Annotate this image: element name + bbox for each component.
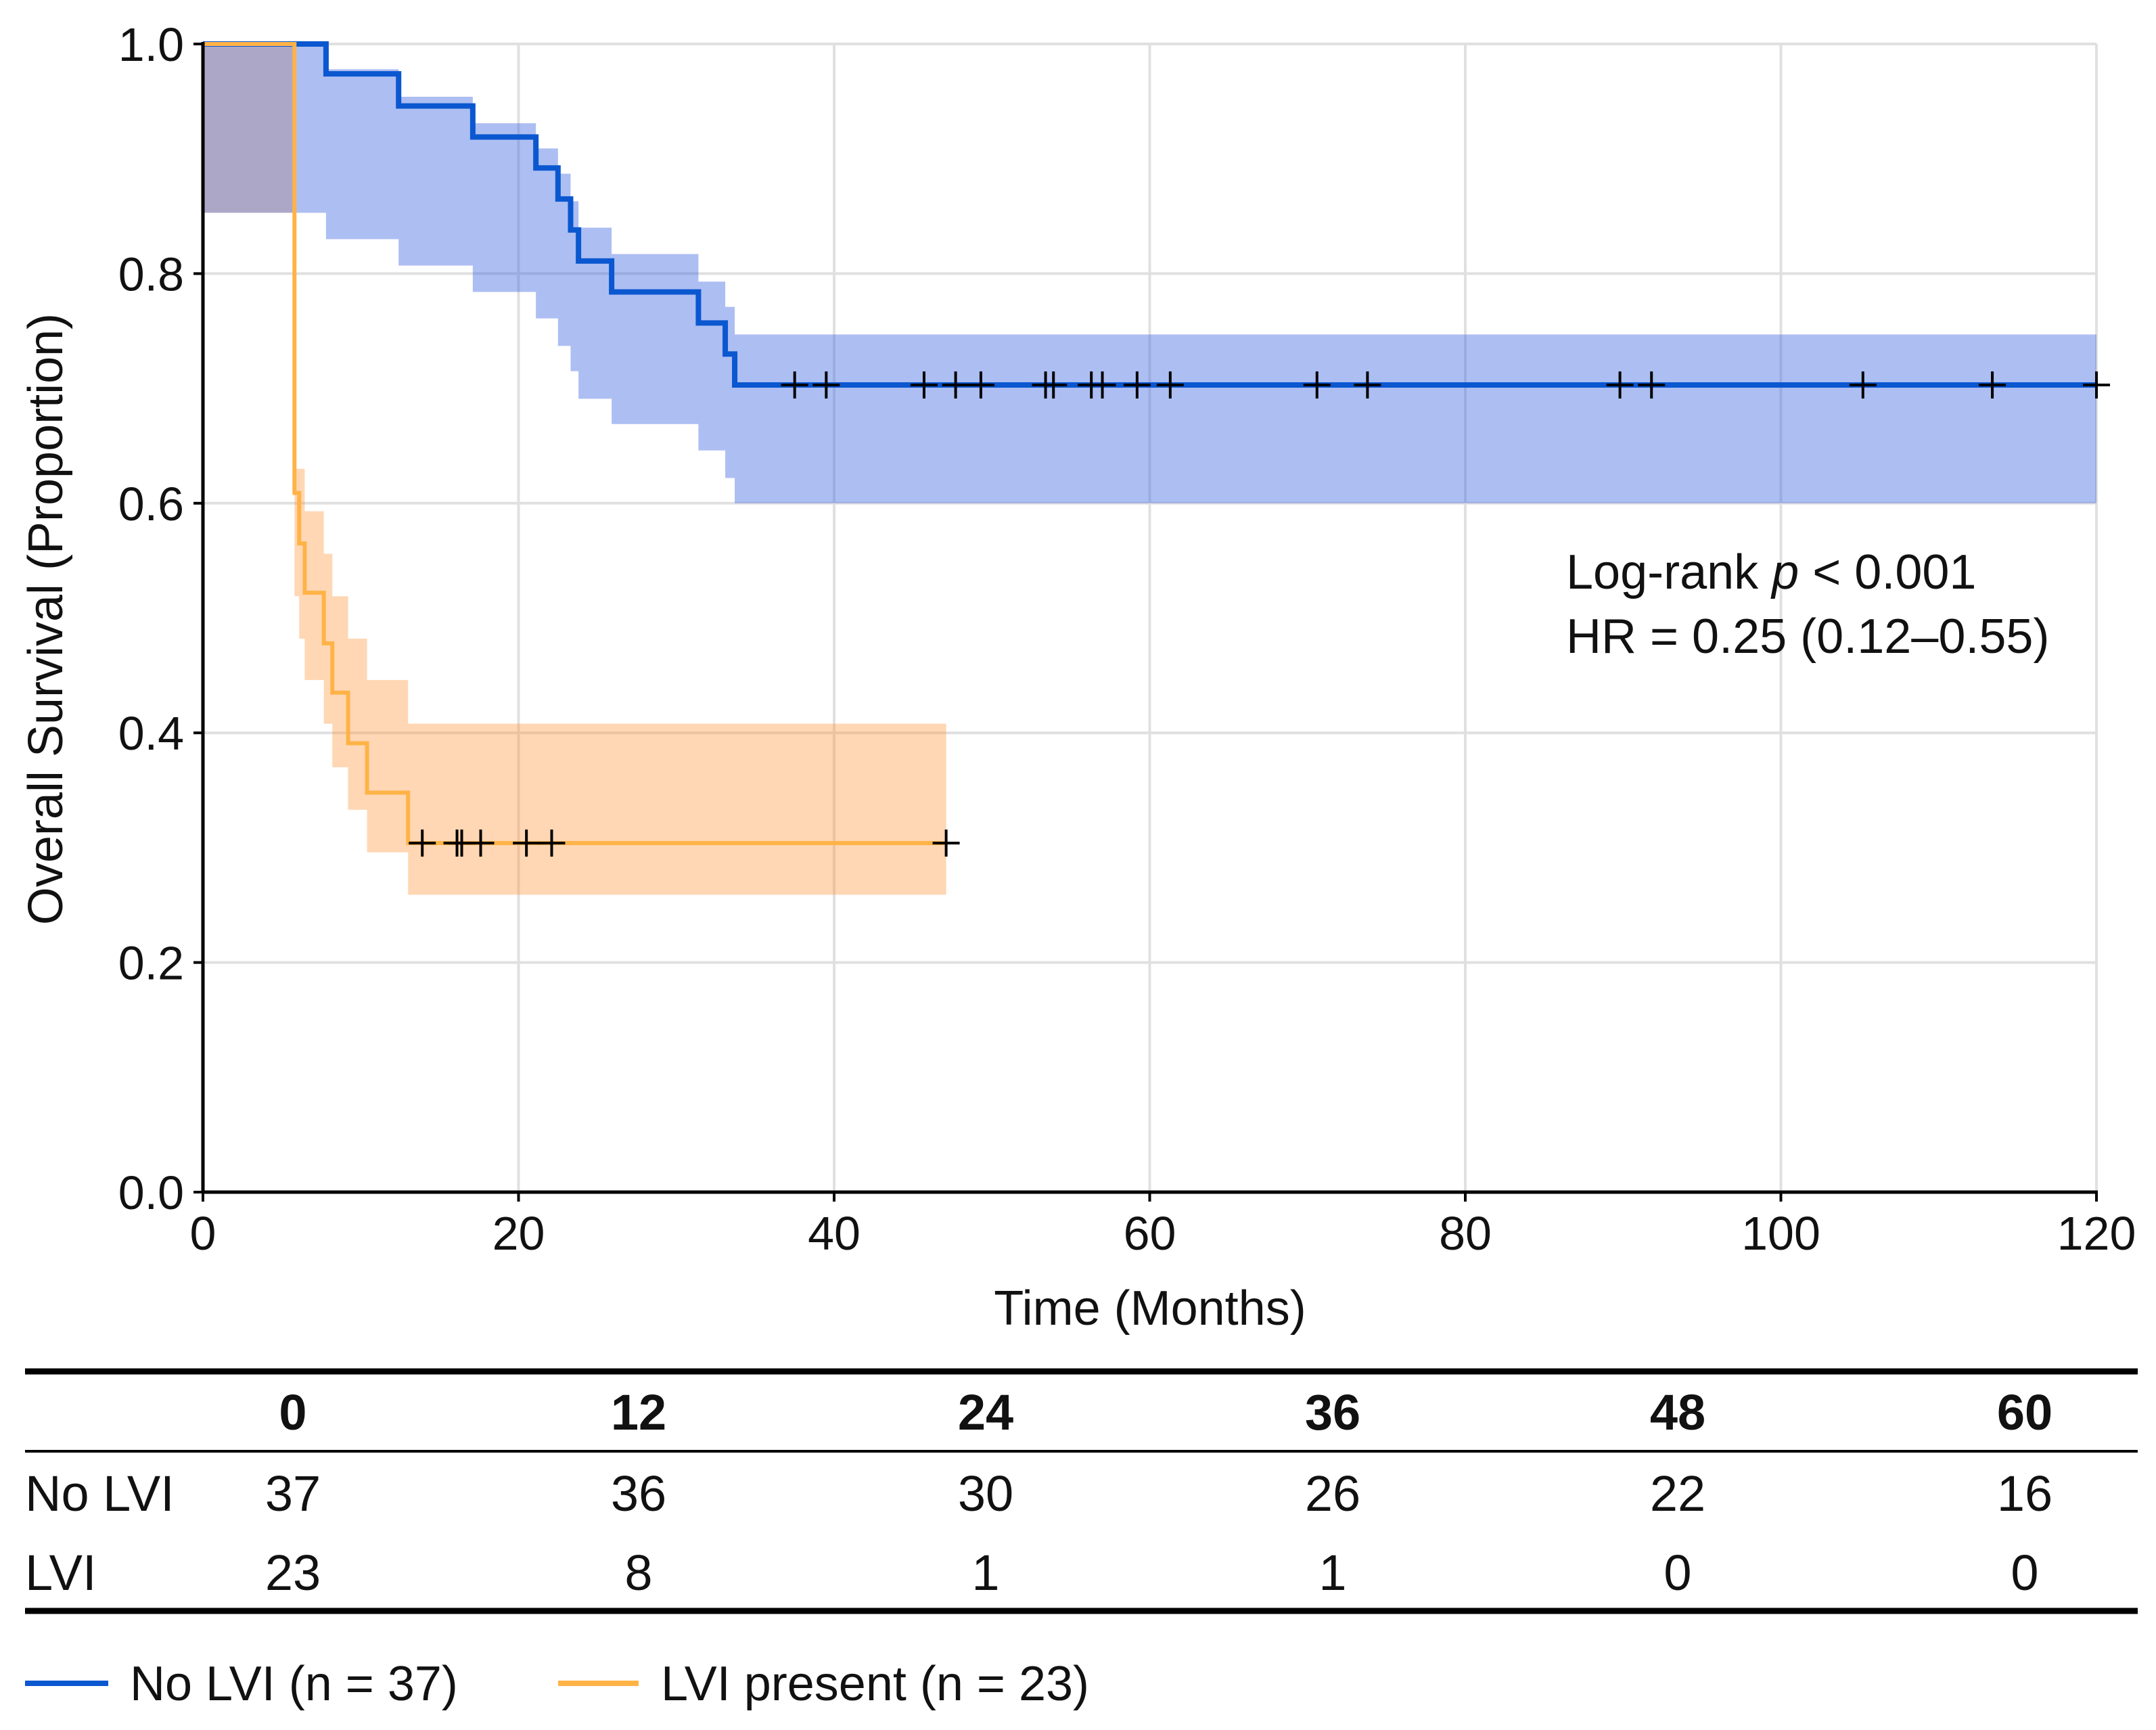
censor-mark-no-lvi xyxy=(812,371,840,399)
risk-table-time-header: 24 xyxy=(958,1384,1013,1440)
risk-table-row-label: No LVI xyxy=(25,1465,175,1522)
x-tick-label: 0 xyxy=(190,1207,216,1260)
y-tick-label: 0.4 xyxy=(118,707,184,760)
risk-table-cell: 37 xyxy=(265,1465,321,1522)
legend-label-no-lvi: No LVI (n = 37) xyxy=(130,1657,458,1711)
censor-mark-no-lvi xyxy=(1638,371,1666,399)
tick-labels: 0 20 40 60 80 100 120 0.0 0.2 0.4 0.6 0.8 1.0 xyxy=(118,18,2136,1260)
censor-mark-no-lvi xyxy=(1088,371,1116,399)
censor-mark-no-lvi xyxy=(1606,371,1634,399)
survival-curve-no-lvi xyxy=(203,41,2096,388)
risk-table-row-label: LVI xyxy=(25,1545,97,1601)
risk-table: 0 12 24 36 48 60 No LVI 37 36 30 26 22 16 LVI 23 8 1 1 0 0 xyxy=(25,1368,2138,1614)
risk-table-time-header: 36 xyxy=(1305,1384,1360,1440)
censor-mark-no-lvi xyxy=(1354,371,1381,399)
y-tick-label: 0.2 xyxy=(118,937,184,990)
y-axis-label: Overall Survival (Proportion) xyxy=(19,313,73,925)
censor-mark-lvi-present xyxy=(538,829,566,857)
survival-curves xyxy=(203,41,2096,846)
legend: No LVI (n = 37) LVI present (n = 23) xyxy=(25,1657,1089,1711)
risk-table-cell: 16 xyxy=(1997,1465,2052,1522)
censor-mark-no-lvi xyxy=(1123,371,1151,399)
censor-mark-no-lvi xyxy=(1849,371,1877,399)
risk-table-cell: 30 xyxy=(958,1465,1013,1522)
risk-table-cell: 0 xyxy=(2011,1545,2038,1601)
grid-lines xyxy=(202,43,2098,1193)
censor-mark-no-lvi xyxy=(781,371,808,399)
risk-table-cell: 36 xyxy=(611,1465,666,1522)
risk-table-cell: 23 xyxy=(265,1545,321,1601)
x-tick-label: 100 xyxy=(1741,1207,1820,1260)
y-tick-label: 0.0 xyxy=(118,1166,184,1219)
logrank-prefix: Log-rank xyxy=(1566,545,1772,599)
x-tick-label: 20 xyxy=(492,1207,545,1260)
x-tick-label: 80 xyxy=(1439,1207,1492,1260)
ci-band-no-lvi xyxy=(203,44,2096,503)
censor-mark-no-lvi xyxy=(1979,371,2006,399)
risk-table-cell: 0 xyxy=(1664,1545,1691,1601)
censor-mark-lvi-present xyxy=(409,829,436,857)
censor-mark-no-lvi xyxy=(1156,371,1184,399)
censor-mark-lvi-present xyxy=(932,829,960,857)
risk-table-time-header: 12 xyxy=(611,1384,666,1440)
logrank-text: Log-rank p < 0.001 xyxy=(1566,545,1976,599)
risk-table-time-header: 60 xyxy=(1997,1384,2052,1440)
legend-label-lvi-present: LVI present (n = 23) xyxy=(661,1657,1089,1711)
ci-band-lvi-present xyxy=(203,44,946,895)
survival-curve-lvi-present xyxy=(203,42,946,846)
censor-mark-lvi-present xyxy=(467,829,495,857)
risk-table-cell: 1 xyxy=(1318,1545,1346,1601)
x-axis-label: Time (Months) xyxy=(994,1281,1306,1336)
censor-marks xyxy=(409,371,2110,857)
logrank-p: p xyxy=(1770,545,1799,599)
stats-annotation: Log-rank p < 0.001 HR = 0.25 (0.12–0.55) xyxy=(1566,545,2049,664)
hazard-ratio-text: HR = 0.25 (0.12–0.55) xyxy=(1566,610,2049,664)
censor-mark-no-lvi xyxy=(910,371,938,399)
risk-table-cell: 22 xyxy=(1650,1465,1705,1522)
logrank-suffix: < 0.001 xyxy=(1799,545,1976,599)
y-tick-label: 0.8 xyxy=(118,248,184,300)
risk-table-time-header: 0 xyxy=(279,1384,306,1440)
censor-mark-no-lvi xyxy=(967,371,994,399)
x-tick-label: 40 xyxy=(808,1207,861,1260)
risk-table-cell: 1 xyxy=(971,1545,999,1601)
risk-table-time-header: 48 xyxy=(1650,1384,1705,1440)
x-tick-label: 120 xyxy=(2057,1207,2136,1260)
y-tick-label: 1.0 xyxy=(118,18,184,71)
risk-table-cell: 26 xyxy=(1305,1465,1360,1522)
censor-mark-no-lvi xyxy=(1303,371,1331,399)
censor-mark-no-lvi xyxy=(942,371,969,399)
risk-table-cell: 8 xyxy=(624,1545,652,1601)
confidence-bands xyxy=(203,44,2096,895)
y-tick-label: 0.6 xyxy=(118,478,184,530)
x-tick-label: 60 xyxy=(1124,1207,1176,1260)
censor-mark-no-lvi xyxy=(1040,371,1068,399)
censor-mark-no-lvi xyxy=(2083,371,2110,399)
censor-mark-lvi-present xyxy=(513,829,541,857)
